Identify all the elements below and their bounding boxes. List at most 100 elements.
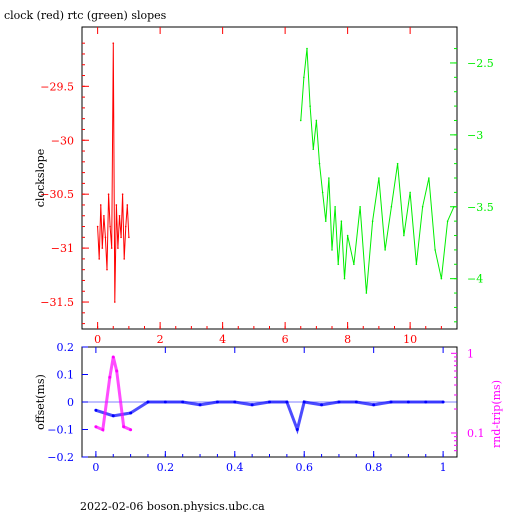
point-clock xyxy=(98,258,100,260)
point-clock xyxy=(126,204,129,206)
series-clock xyxy=(97,43,130,303)
point-clock xyxy=(107,193,110,195)
point-rtc xyxy=(353,263,355,266)
point-offset xyxy=(181,400,185,404)
point-offset xyxy=(215,400,219,404)
y-tick-label: −31 xyxy=(51,242,74,255)
point-clock xyxy=(110,247,113,249)
x-tick-label: 0.4 xyxy=(226,461,244,474)
point-rtc xyxy=(343,277,346,280)
point-rnd-trip xyxy=(108,375,112,379)
point-offset xyxy=(163,400,167,404)
y2-tick-label: −3 xyxy=(467,129,483,142)
point-clock xyxy=(115,204,118,206)
point-clock xyxy=(123,258,125,260)
point-rnd-trip xyxy=(111,355,115,359)
point-offset xyxy=(146,400,150,404)
x-tick-label: 0 xyxy=(94,333,101,346)
point-rtc xyxy=(312,148,315,151)
point-rtc xyxy=(315,119,318,122)
point-offset xyxy=(111,414,115,418)
point-rtc xyxy=(440,277,443,280)
footer-label: 2022-02-06 boson.physics.ubc.ca xyxy=(80,500,265,512)
point-clock xyxy=(103,214,105,217)
point-rtc xyxy=(337,263,340,266)
point-rnd-trip xyxy=(129,428,133,432)
series-rtc xyxy=(300,48,455,294)
y2-tick-label: 0.1 xyxy=(467,427,485,440)
x-tick-label: 2 xyxy=(157,333,164,346)
y-tick-label: 0.2 xyxy=(57,341,75,354)
point-offset xyxy=(250,403,254,407)
x-tick-label: 10 xyxy=(403,333,417,346)
point-offset xyxy=(441,400,445,404)
point-rtc xyxy=(371,220,374,222)
point-rtc xyxy=(306,47,308,50)
y-axis-label: clockslope xyxy=(34,149,47,207)
point-rtc xyxy=(299,119,302,122)
series-rnd-trip xyxy=(95,356,132,432)
point-rtc xyxy=(409,191,411,194)
y-axis-label: offset(ms) xyxy=(34,374,47,430)
point-clock xyxy=(104,236,107,239)
point-clock xyxy=(124,225,127,228)
point-rtc xyxy=(321,191,324,194)
point-clock xyxy=(120,236,122,239)
point-rnd-trip xyxy=(94,425,98,429)
point-offset xyxy=(295,428,299,431)
x-tick-label: 0.8 xyxy=(365,461,383,474)
point-clock xyxy=(118,214,121,217)
point-clock xyxy=(117,247,119,249)
point-offset xyxy=(94,408,98,412)
y-tick-label: −29.5 xyxy=(40,80,74,93)
y-tick-label: −0.1 xyxy=(47,424,74,437)
point-clock xyxy=(128,236,130,239)
point-offset xyxy=(198,403,202,407)
point-rtc xyxy=(324,220,327,222)
chart-title: clock (red) rtc (green) slopes xyxy=(4,9,167,22)
point-offset xyxy=(354,400,358,404)
y2-tick-label: −4 xyxy=(467,273,483,286)
point-rtc xyxy=(390,205,393,208)
point-offset xyxy=(406,400,410,404)
top-frame xyxy=(81,26,458,330)
point-rnd-trip xyxy=(122,425,126,429)
y-tick-label: −30.5 xyxy=(40,188,74,201)
point-rtc xyxy=(303,76,305,79)
point-offset xyxy=(372,403,376,407)
y2-tick-label: −3.5 xyxy=(467,201,494,214)
y2-tick-label: 1 xyxy=(467,347,474,360)
bottom-chart: 0 0.2 0.4 0.6 0.8 1 0.2 0.1 0 −0.1 −0.2 1 0.1 offset(… xyxy=(34,341,503,474)
x-tick-label: 1 xyxy=(440,461,447,474)
point-rtc xyxy=(434,249,436,251)
point-rtc xyxy=(365,292,368,294)
point-rtc xyxy=(396,162,399,165)
point-offset xyxy=(302,400,306,404)
y-tick-label: 0.1 xyxy=(57,369,75,382)
point-rnd-trip xyxy=(115,369,119,373)
point-rtc xyxy=(415,263,418,266)
x-tick-label: 0.2 xyxy=(157,461,175,474)
x-tick-label: 8 xyxy=(344,333,351,346)
point-offset xyxy=(233,400,237,404)
point-clock xyxy=(96,225,99,228)
point-clock xyxy=(121,193,124,195)
point-offset xyxy=(129,411,133,415)
point-rtc xyxy=(318,162,321,165)
point-offset xyxy=(320,403,324,407)
point-clock xyxy=(112,42,115,44)
point-clock xyxy=(101,247,104,249)
point-clock xyxy=(109,225,111,228)
series-offset xyxy=(95,400,444,435)
point-rtc xyxy=(331,249,333,251)
point-offset xyxy=(424,400,428,404)
point-rtc xyxy=(359,205,361,208)
y-tick-label: −30 xyxy=(51,134,74,147)
y2-tick-label: −2.5 xyxy=(467,57,494,70)
point-rtc xyxy=(378,177,380,179)
point-clock xyxy=(106,268,108,271)
point-rtc xyxy=(328,177,330,179)
x-tick-label: 6 xyxy=(282,333,289,346)
point-rtc xyxy=(384,249,386,251)
